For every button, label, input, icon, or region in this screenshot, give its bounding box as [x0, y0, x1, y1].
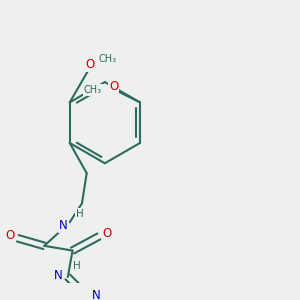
Text: O: O: [102, 227, 111, 240]
Text: N: N: [59, 219, 68, 232]
Text: N: N: [92, 289, 100, 300]
Text: N: N: [54, 268, 63, 282]
Text: H: H: [74, 261, 81, 271]
Text: O: O: [6, 229, 15, 242]
Text: CH₃: CH₃: [84, 85, 102, 95]
Text: CH₃: CH₃: [98, 54, 116, 64]
Text: O: O: [86, 58, 95, 71]
Text: H: H: [76, 209, 84, 219]
Text: O: O: [109, 80, 118, 93]
